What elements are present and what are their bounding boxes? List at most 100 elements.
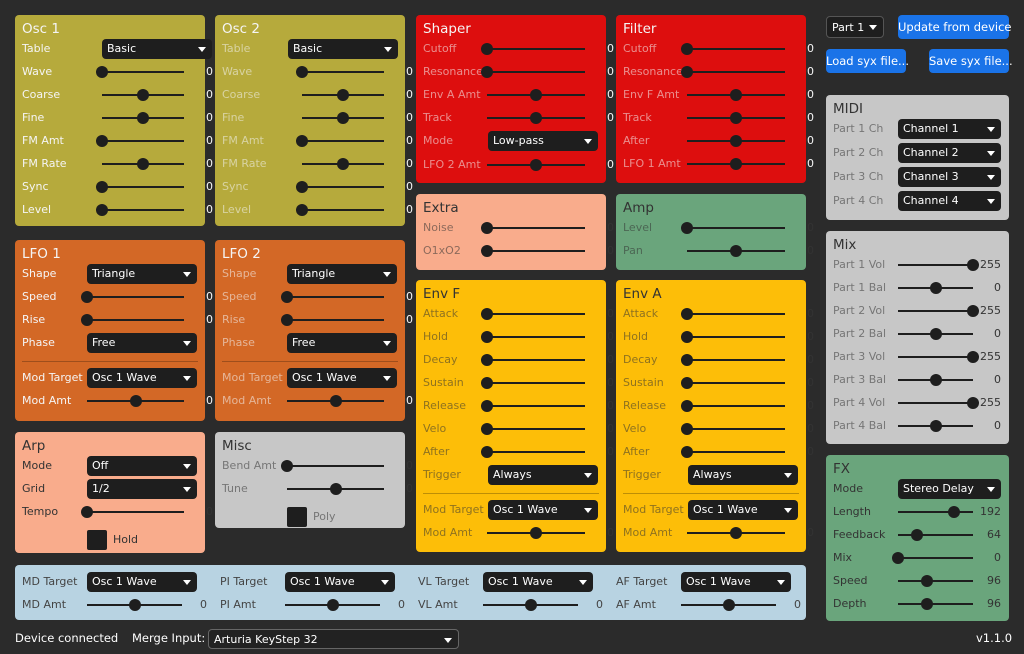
mod-target-select[interactable]: Osc 1 Wave: [287, 368, 397, 388]
rise-slider[interactable]: [281, 314, 384, 326]
part-3-bal-slider[interactable]: [898, 374, 973, 386]
level-slider[interactable]: [681, 222, 785, 234]
part-2-vol-slider[interactable]: [898, 305, 979, 317]
part-2-ch-select[interactable]: Channel 2: [898, 143, 1001, 163]
fine-slider[interactable]: [302, 112, 384, 124]
slider-thumb[interactable]: [281, 314, 293, 326]
slider-thumb[interactable]: [296, 66, 308, 78]
slider-thumb[interactable]: [920, 575, 933, 587]
cutoff-slider[interactable]: [481, 43, 585, 55]
bend-amt-slider[interactable]: [281, 460, 384, 472]
lfo-1-amt-slider[interactable]: [687, 158, 785, 170]
mod-target-select-3[interactable]: Osc 1 Wave: [681, 572, 791, 592]
slider-thumb[interactable]: [681, 400, 693, 412]
tune-slider[interactable]: [287, 483, 384, 495]
slider-thumb[interactable]: [929, 282, 942, 294]
slider-thumb[interactable]: [337, 112, 349, 124]
slider-thumb[interactable]: [337, 158, 349, 170]
mod-amt-slider-3[interactable]: [681, 599, 776, 611]
merge-input-select[interactable]: Arturia KeyStep 32: [208, 629, 459, 649]
slider-thumb[interactable]: [481, 43, 493, 55]
slider-thumb[interactable]: [530, 112, 542, 124]
fm-rate-slider[interactable]: [102, 158, 184, 170]
decay-slider[interactable]: [681, 354, 785, 366]
after-slider[interactable]: [681, 446, 785, 458]
resonance-slider[interactable]: [681, 66, 785, 78]
velo-slider[interactable]: [681, 423, 785, 435]
slider-thumb[interactable]: [929, 374, 942, 386]
velo-slider[interactable]: [481, 423, 585, 435]
poly-checkbox[interactable]: [287, 507, 307, 527]
mod-target-select-0[interactable]: Osc 1 Wave: [87, 572, 197, 592]
slider-thumb[interactable]: [96, 204, 108, 216]
fine-slider[interactable]: [102, 112, 184, 124]
slider-thumb[interactable]: [910, 529, 923, 541]
slider-thumb[interactable]: [730, 112, 742, 124]
part-select[interactable]: Part 1: [826, 16, 884, 38]
slider-thumb[interactable]: [481, 423, 493, 435]
speed-slider[interactable]: [898, 575, 973, 587]
part-3-vol-slider[interactable]: [898, 351, 979, 363]
mod-amt-slider-0[interactable]: [87, 599, 182, 611]
slider-thumb[interactable]: [530, 89, 542, 101]
trigger-select[interactable]: Always: [488, 465, 598, 485]
slider-thumb[interactable]: [281, 291, 293, 303]
slider-thumb[interactable]: [967, 397, 979, 409]
slider-thumb[interactable]: [681, 66, 693, 78]
track-slider[interactable]: [687, 112, 785, 124]
slider-thumb[interactable]: [296, 204, 308, 216]
slider-thumb[interactable]: [730, 527, 742, 539]
wave-slider[interactable]: [296, 66, 384, 78]
slider-thumb[interactable]: [326, 599, 339, 611]
speed-slider[interactable]: [281, 291, 384, 303]
fm-amt-slider[interactable]: [96, 135, 184, 147]
part-3-ch-select[interactable]: Channel 3: [898, 167, 1001, 187]
mod-target-select[interactable]: Osc 1 Wave: [488, 500, 598, 520]
slider-thumb[interactable]: [137, 89, 149, 101]
slider-thumb[interactable]: [730, 135, 742, 147]
slider-thumb[interactable]: [681, 43, 693, 55]
mod-amt-slider[interactable]: [687, 527, 785, 539]
slider-thumb[interactable]: [530, 159, 542, 171]
slider-thumb[interactable]: [967, 259, 979, 271]
hold-slider[interactable]: [681, 331, 785, 343]
slider-thumb[interactable]: [524, 599, 537, 611]
mod-target-select-1[interactable]: Osc 1 Wave: [285, 572, 395, 592]
sync-slider[interactable]: [96, 181, 184, 193]
feedback-slider[interactable]: [898, 529, 973, 541]
env-a-amt-slider[interactable]: [487, 89, 585, 101]
trigger-select[interactable]: Always: [688, 465, 798, 485]
pan-slider[interactable]: [687, 245, 785, 257]
mod-target-select[interactable]: Osc 1 Wave: [688, 500, 798, 520]
slider-thumb[interactable]: [481, 331, 493, 343]
part-4-vol-slider[interactable]: [898, 397, 979, 409]
slider-thumb[interactable]: [329, 483, 342, 495]
attack-slider[interactable]: [481, 308, 585, 320]
fm-rate-slider[interactable]: [302, 158, 384, 170]
slider-thumb[interactable]: [481, 400, 493, 412]
level-slider[interactable]: [96, 204, 184, 216]
phase-select[interactable]: Free: [87, 333, 197, 353]
sustain-slider[interactable]: [481, 377, 585, 389]
rise-slider[interactable]: [81, 314, 184, 326]
table-select[interactable]: Basic: [288, 39, 398, 59]
table-select[interactable]: Basic: [102, 39, 212, 59]
mode-select[interactable]: Stereo Delay: [898, 479, 1001, 499]
slider-thumb[interactable]: [81, 314, 93, 326]
mode-select[interactable]: Low-pass: [488, 131, 598, 151]
release-slider[interactable]: [681, 400, 785, 412]
shape-select[interactable]: Triangle: [87, 264, 197, 284]
slider-thumb[interactable]: [681, 423, 693, 435]
slider-thumb[interactable]: [967, 351, 979, 363]
noise-slider[interactable]: [481, 222, 585, 234]
slider-thumb[interactable]: [929, 328, 942, 340]
sustain-slider[interactable]: [681, 377, 785, 389]
slider-thumb[interactable]: [481, 245, 493, 257]
part-2-bal-slider[interactable]: [898, 328, 973, 340]
part-1-bal-slider[interactable]: [898, 282, 973, 294]
slider-thumb[interactable]: [128, 599, 141, 611]
slider-thumb[interactable]: [281, 460, 293, 472]
slider-thumb[interactable]: [681, 308, 693, 320]
slider-thumb[interactable]: [948, 506, 961, 518]
part-1-vol-slider[interactable]: [898, 259, 979, 271]
